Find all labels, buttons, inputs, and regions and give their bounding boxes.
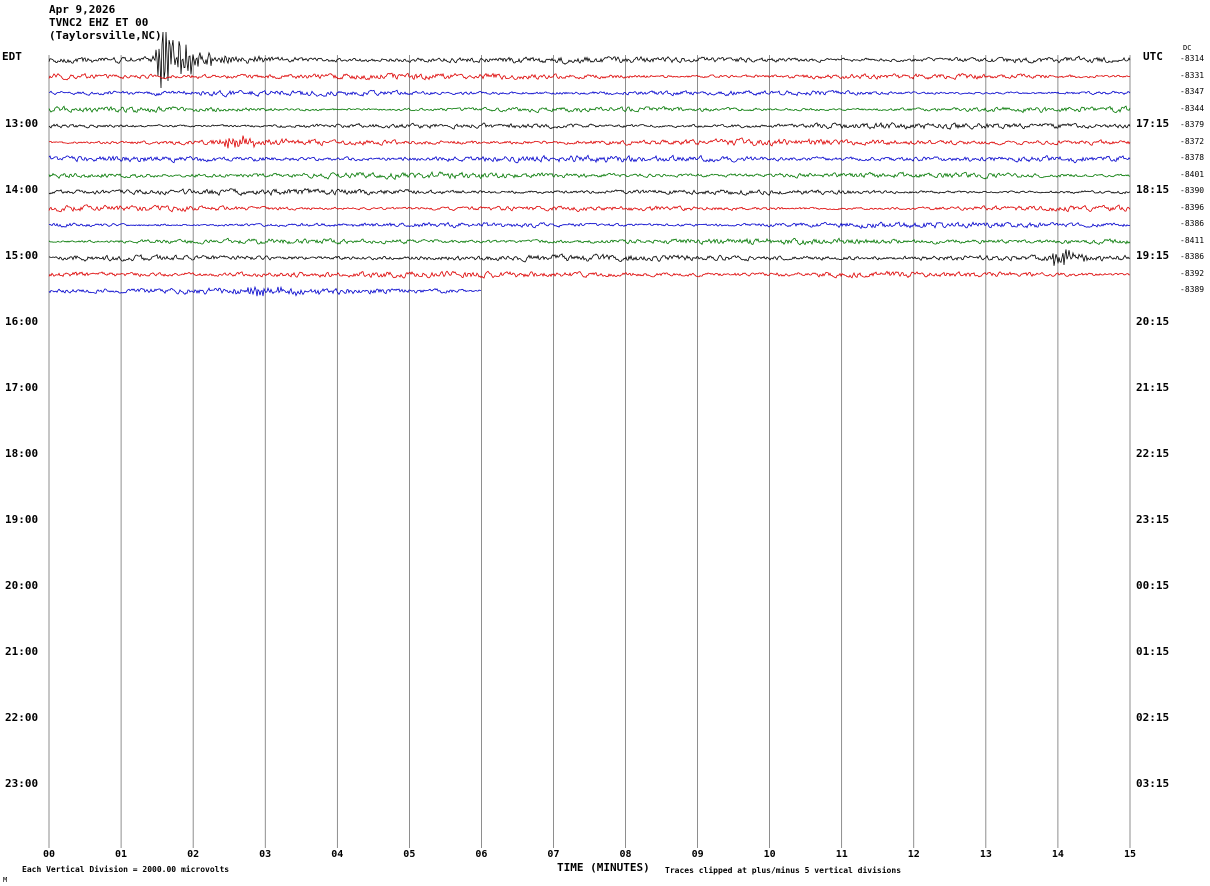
left-hour-label: 23:00	[5, 777, 39, 790]
seismogram-trace-7-green	[48, 171, 1131, 181]
right-hour-label: 22:15	[1136, 447, 1170, 460]
seismogram-trace-3-green	[48, 105, 1131, 114]
x-tick-label: 15	[1123, 849, 1137, 860]
right-hour-label: 18:15	[1136, 183, 1170, 196]
right-timezone-label: UTC	[1143, 50, 1163, 63]
seismogram-trace-9-red	[48, 204, 1131, 213]
dc-value: -8396	[1180, 202, 1205, 212]
dc-value: -8411	[1180, 235, 1205, 245]
seismogram-trace-1-red	[48, 72, 1131, 81]
dc-value: -8401	[1180, 169, 1205, 179]
right-hour-label: 03:15	[1136, 777, 1170, 790]
x-tick-label: 11	[835, 849, 848, 860]
seismogram-trace-10-blue	[48, 221, 1131, 230]
corner-glyph: M	[3, 876, 8, 884]
dc-value: -8386	[1180, 252, 1205, 261]
dc-value: -8378	[1180, 153, 1205, 162]
right-hour-label: 01:15	[1136, 645, 1170, 658]
left-hour-label: 13:00	[5, 117, 39, 130]
x-tick-label: 01	[115, 849, 128, 860]
dc-column-label: DC	[1183, 44, 1192, 52]
seismogram-trace-5-red	[48, 135, 1131, 149]
header-location: (Taylorsville,NC)	[49, 29, 162, 42]
left-hour-label: 19:00	[5, 513, 39, 526]
dc-value: -8347	[1180, 87, 1205, 96]
left-hour-label: 14:00	[5, 183, 39, 196]
dc-value: -8389	[1180, 285, 1205, 294]
seismogram-trace-11-green	[48, 237, 1131, 246]
seismogram-trace-4-black	[48, 122, 1131, 131]
left-hour-label: 21:00	[5, 645, 39, 658]
dc-value: -8372	[1180, 136, 1205, 146]
x-axis-title: TIME (MINUTES)	[557, 861, 650, 874]
dc-value: -8386	[1180, 219, 1205, 228]
left-hour-label: 20:00	[5, 579, 39, 592]
seismogram-trace-2-blue	[48, 89, 1131, 98]
dc-value: -8379	[1180, 120, 1205, 129]
footer-clip-note: Traces clipped at plus/minus 5 vertical …	[665, 866, 902, 875]
x-tick-label: 03	[259, 849, 272, 860]
x-tick-label: 09	[691, 849, 704, 860]
dc-value: -8344	[1180, 103, 1205, 113]
x-tick-label: 10	[763, 849, 776, 860]
dc-value: -8390	[1180, 186, 1205, 195]
right-hour-label: 23:15	[1136, 513, 1170, 526]
header-date: Apr 9,2026	[49, 3, 116, 16]
x-tick-label: 05	[403, 849, 416, 860]
left-hour-label: 15:00	[5, 249, 39, 262]
x-tick-label: 04	[331, 849, 344, 860]
minute-grid-lines	[48, 55, 1131, 848]
x-tick-label: 07	[547, 849, 560, 860]
right-hour-label: 02:15	[1136, 711, 1170, 724]
dc-value: -8314	[1180, 54, 1205, 63]
x-tick-label: 13	[979, 849, 992, 860]
x-tick-label: 02	[187, 849, 200, 860]
seismogram-trace-14-blue	[48, 285, 482, 297]
x-tick-label: 00	[42, 849, 56, 860]
right-hour-label: 19:15	[1136, 249, 1170, 262]
x-tick-label: 08	[619, 849, 632, 860]
x-tick-label: 12	[907, 849, 920, 860]
seismogram-trace-13-red	[48, 270, 1130, 279]
left-hour-label: 18:00	[5, 447, 39, 460]
right-hour-label: 21:15	[1136, 381, 1170, 394]
footer-scale-note: Each Vertical Division = 2000.00 microvo…	[22, 865, 230, 874]
header-station: TVNC2 EHZ ET 00	[49, 16, 149, 29]
left-hour-label: 16:00	[5, 315, 39, 328]
left-timezone-label: EDT	[2, 50, 22, 63]
left-hour-label: 22:00	[5, 711, 39, 724]
seismogram-trace-6-blue	[48, 154, 1131, 164]
x-tick-label: 06	[475, 849, 488, 860]
right-hour-label: 20:15	[1136, 315, 1170, 328]
seismogram-trace-0-black	[48, 31, 1131, 89]
right-hour-label: 17:15	[1136, 117, 1170, 130]
x-tick-label: 14	[1051, 849, 1064, 860]
seismogram-trace-12-black	[48, 249, 1131, 266]
left-hour-label: 17:00	[5, 381, 39, 394]
dc-value: -8392	[1180, 268, 1205, 278]
seismogram-trace-8-black	[48, 187, 1131, 197]
right-hour-label: 00:15	[1136, 579, 1170, 592]
dc-value: -8331	[1180, 70, 1205, 80]
